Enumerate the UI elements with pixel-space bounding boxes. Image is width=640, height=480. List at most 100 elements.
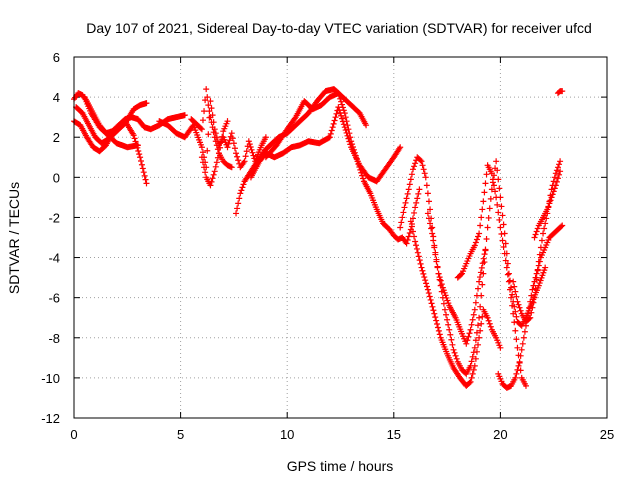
plus-marker <box>427 296 434 303</box>
plus-marker <box>480 198 487 205</box>
plus-marker <box>435 270 442 277</box>
plus-marker <box>446 326 453 333</box>
plus-marker <box>476 314 483 321</box>
plus-marker <box>434 264 441 271</box>
plus-marker <box>494 201 501 208</box>
plus-marker <box>429 230 436 237</box>
plus-marker <box>427 220 434 227</box>
plus-marker <box>229 135 236 142</box>
plus-marker <box>479 206 486 213</box>
plus-marker <box>218 139 225 146</box>
series-trace-17 <box>531 168 564 241</box>
plus-marker <box>504 260 511 267</box>
plus-marker <box>412 204 419 211</box>
plus-marker <box>420 270 427 277</box>
plus-marker <box>204 147 211 154</box>
plus-marker <box>550 188 557 195</box>
plus-marker <box>500 221 507 228</box>
plus-marker <box>238 187 245 194</box>
plus-marker <box>397 144 404 151</box>
plus-marker <box>513 293 520 300</box>
plus-marker <box>247 143 254 150</box>
x-tick-label: 20 <box>493 427 507 442</box>
plus-marker <box>509 302 516 309</box>
plus-marker <box>203 86 210 93</box>
plot-frame <box>73 56 608 419</box>
plus-marker <box>215 150 222 157</box>
x-tick-label: 15 <box>387 427 401 442</box>
plus-marker <box>412 160 419 167</box>
plus-marker <box>457 271 464 278</box>
plus-marker <box>414 195 421 202</box>
plus-marker <box>208 178 215 185</box>
plus-marker <box>400 209 407 216</box>
plus-marker <box>245 138 252 145</box>
plus-marker <box>358 169 365 176</box>
plus-marker <box>208 105 215 112</box>
plus-marker <box>340 121 347 128</box>
plus-marker <box>517 307 524 314</box>
plus-marker <box>520 334 527 341</box>
plus-marker <box>355 161 362 168</box>
plus-marker <box>213 159 220 166</box>
plus-marker <box>402 199 409 206</box>
plus-marker <box>240 181 247 188</box>
plus-marker <box>473 236 480 243</box>
plus-marker <box>443 311 450 318</box>
x-tick-label: 5 <box>177 427 184 442</box>
plus-marker <box>515 301 522 308</box>
plus-marker <box>219 133 226 140</box>
series-trace-7 <box>198 118 231 189</box>
plus-marker <box>479 281 486 288</box>
plus-marker <box>452 352 459 359</box>
plus-marker <box>486 320 493 327</box>
plus-marker <box>502 240 509 247</box>
y-tick-label: -10 <box>41 371 60 386</box>
plus-marker <box>428 225 435 232</box>
plus-marker <box>423 283 430 290</box>
plus-marker <box>433 317 440 324</box>
plus-marker <box>419 162 426 169</box>
plus-marker <box>511 319 518 326</box>
plus-marker <box>541 225 548 232</box>
plus-marker <box>508 294 515 301</box>
plus-marker <box>199 159 206 166</box>
plus-marker <box>509 291 516 298</box>
plus-marker <box>466 379 473 386</box>
plus-marker <box>498 203 505 210</box>
plus-marker <box>291 115 298 122</box>
plus-marker <box>479 313 486 320</box>
plus-marker <box>207 114 214 121</box>
plus-marker <box>213 142 220 149</box>
plus-marker <box>199 117 206 124</box>
plus-marker <box>417 157 424 164</box>
plus-marker <box>478 292 485 299</box>
plus-marker <box>546 200 553 207</box>
plus-marker <box>501 250 508 257</box>
plus-marker <box>249 149 256 156</box>
plus-marker <box>403 195 410 202</box>
plus-marker <box>469 353 476 360</box>
plus-marker <box>346 130 353 137</box>
plus-marker <box>556 171 563 178</box>
plus-marker <box>211 168 218 175</box>
plus-marker <box>205 102 212 109</box>
plus-marker <box>337 95 344 102</box>
plus-marker <box>206 108 213 115</box>
plus-marker <box>246 141 253 148</box>
plus-marker <box>210 171 217 178</box>
x-tick-label: 10 <box>280 427 294 442</box>
plus-marker <box>201 108 208 115</box>
plus-marker <box>492 188 499 195</box>
plus-marker <box>469 370 476 377</box>
plus-marker <box>423 280 430 287</box>
plus-marker <box>336 92 343 99</box>
plus-marker <box>403 240 410 247</box>
plus-marker <box>426 293 433 300</box>
data-points <box>71 86 566 391</box>
plus-marker <box>424 286 431 293</box>
plus-marker <box>476 334 483 341</box>
plus-marker <box>399 214 406 221</box>
plus-marker <box>224 144 231 151</box>
plus-marker <box>527 314 534 321</box>
